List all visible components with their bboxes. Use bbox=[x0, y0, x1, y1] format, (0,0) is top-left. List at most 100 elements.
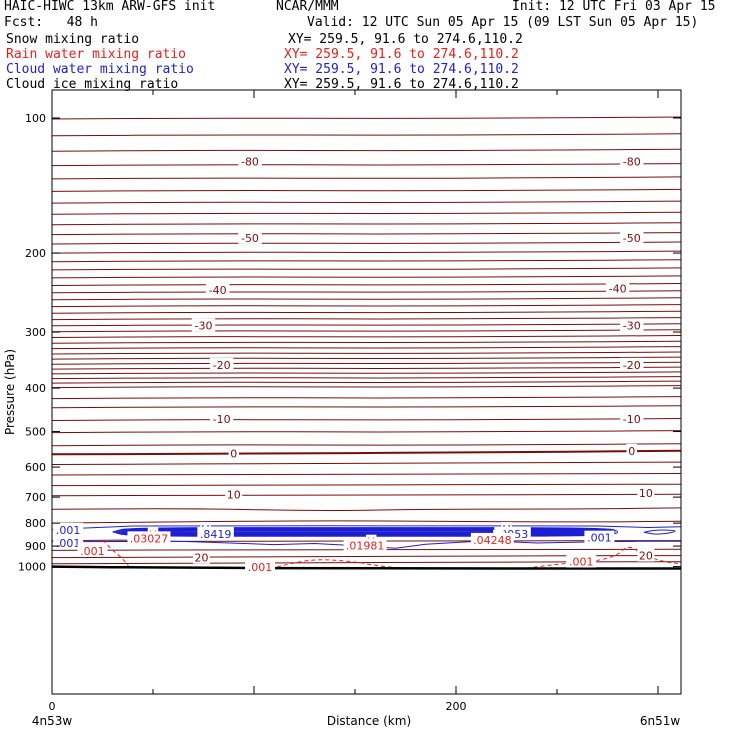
rain-water-contour bbox=[102, 539, 130, 567]
temperature-contour bbox=[51, 211, 682, 215]
x-endpoint-right: 6n51w bbox=[640, 714, 681, 728]
plot-frame bbox=[51, 89, 682, 695]
y-tick-label: 500 bbox=[25, 426, 46, 439]
temperature-contour bbox=[51, 176, 682, 180]
field-annotation-bg bbox=[584, 530, 615, 544]
temperature-contour bbox=[51, 443, 682, 447]
y-tick-label: 900 bbox=[25, 540, 46, 553]
temperature-contour bbox=[51, 396, 682, 400]
temperature-label: -50 bbox=[241, 232, 259, 245]
y-tick-label: 300 bbox=[25, 326, 46, 339]
temperature-contour bbox=[51, 323, 682, 327]
temperature-contour bbox=[51, 507, 682, 511]
temperature-contour bbox=[51, 116, 682, 120]
temperature-contour bbox=[51, 520, 682, 524]
x-endpoint-left: 4n53w bbox=[32, 714, 73, 728]
temperature-label-bg bbox=[637, 485, 655, 499]
temperature-contour bbox=[51, 275, 682, 279]
field-xy-rain: XY= 259.5, 91.6 to 274.6,110.2 bbox=[284, 47, 519, 62]
field-annotation-bg bbox=[53, 535, 84, 549]
valid-time: Valid: 12 UTC Sun 05 Apr 15 (09 LST Sun … bbox=[307, 15, 699, 30]
rain-water-contour bbox=[526, 546, 682, 569]
cloud-water-contour bbox=[643, 529, 676, 535]
field-annotation-bg bbox=[197, 526, 234, 540]
temperature-label: 0 bbox=[628, 445, 635, 458]
temperature-label: -50 bbox=[623, 232, 641, 245]
temperature-label-bg bbox=[619, 412, 644, 426]
field-label-snow: Snow mixing ratio bbox=[6, 32, 140, 47]
temperature-contour bbox=[51, 356, 682, 360]
temperature-contour bbox=[51, 222, 682, 226]
temperature-contour bbox=[51, 361, 682, 365]
x-tick-label: 200 bbox=[446, 700, 467, 713]
temperature-label: -30 bbox=[623, 319, 641, 332]
field-annotation: .8419 bbox=[200, 528, 232, 541]
temperature-label-bg bbox=[626, 443, 637, 457]
init-time: Init: 12 UTC Fri 03 Apr 15 bbox=[512, 0, 716, 14]
field-annotation: .01981 bbox=[346, 539, 385, 552]
contour-labels: -80 -50 -40 -30 -20 -10 0 10 20 -80 -50 -40 -30 -20 -1… bbox=[53, 154, 655, 574]
field-annotation: .03027 bbox=[130, 532, 169, 545]
ground-surface-line bbox=[51, 565, 681, 570]
y-tick-label: 100 bbox=[25, 112, 46, 125]
temperature-contour bbox=[51, 483, 682, 487]
field-annotation: .001 bbox=[248, 561, 273, 574]
temperature-label-bg bbox=[605, 281, 630, 295]
temperature-contour bbox=[51, 335, 682, 338]
temperature-contour bbox=[51, 430, 682, 434]
cloud-water-contours bbox=[51, 525, 682, 549]
temperature-label: -20 bbox=[623, 359, 641, 372]
field-annotation: .001 bbox=[56, 524, 81, 537]
temperature-label: -40 bbox=[609, 283, 627, 296]
y-tick-label: 1000 bbox=[18, 561, 46, 574]
y-axis-label: Pressure (hPa) bbox=[3, 349, 17, 435]
temperature-label-bg bbox=[637, 548, 655, 562]
field-annotation-bg bbox=[343, 538, 387, 552]
temperature-label: -40 bbox=[209, 284, 227, 297]
temperature-contour bbox=[51, 290, 682, 294]
temperature-contour bbox=[51, 163, 682, 167]
temperature-contour bbox=[51, 232, 682, 236]
model-title: HAIC-HIWC 13km ARW-GFS init bbox=[4, 0, 216, 14]
temperature-label-bg bbox=[619, 230, 644, 244]
temperature-contour bbox=[51, 310, 682, 314]
y-tick-label: 700 bbox=[25, 491, 46, 504]
temperature-contour bbox=[51, 385, 682, 389]
temperature-label-bg bbox=[209, 357, 234, 371]
temperature-label-bg bbox=[192, 550, 210, 564]
temperature-label: -80 bbox=[241, 155, 259, 168]
field-xy-cloud-ice: XY= 259.5, 91.6 to 274.6,110.2 bbox=[284, 77, 519, 92]
field-annotation-bg bbox=[470, 532, 514, 546]
temperature-contour bbox=[51, 267, 682, 271]
temperature-contour bbox=[51, 461, 682, 465]
ground-line bbox=[51, 565, 681, 570]
temperature-contours bbox=[51, 116, 682, 565]
temperature-contour bbox=[51, 405, 682, 409]
temperature-label-bg bbox=[225, 487, 243, 501]
temperature-contour bbox=[51, 351, 682, 355]
temperature-label: 20 bbox=[639, 550, 653, 563]
temperature-label: 0 bbox=[230, 448, 237, 461]
temperature-contour bbox=[51, 133, 682, 137]
temperature-contour bbox=[51, 561, 682, 565]
temperature-contour-zero bbox=[51, 449, 682, 456]
temperature-label-bg bbox=[238, 230, 262, 244]
field-annotation-bg bbox=[53, 522, 84, 536]
temperature-label: 10 bbox=[639, 487, 653, 500]
temperature-contour bbox=[51, 329, 682, 333]
temperature-contour bbox=[51, 304, 682, 308]
temperature-contour bbox=[51, 200, 682, 204]
field-annotation-bg bbox=[566, 554, 597, 568]
temperature-label: 10 bbox=[227, 488, 241, 501]
rain-water-contour bbox=[270, 559, 406, 569]
y-tick-label: 600 bbox=[25, 461, 46, 474]
temperature-label-bg bbox=[209, 412, 234, 426]
temperature-contour bbox=[51, 283, 682, 286]
temperature-contour bbox=[51, 188, 682, 192]
y-tick-label: 200 bbox=[25, 247, 46, 260]
rain-water-contours bbox=[102, 539, 682, 569]
field-annotation: .001 bbox=[569, 555, 594, 568]
field-label-cloud-water: Cloud water mixing ratio bbox=[6, 62, 194, 77]
field-annotation: .001 bbox=[56, 537, 81, 550]
cloud-water-contour bbox=[51, 525, 682, 530]
